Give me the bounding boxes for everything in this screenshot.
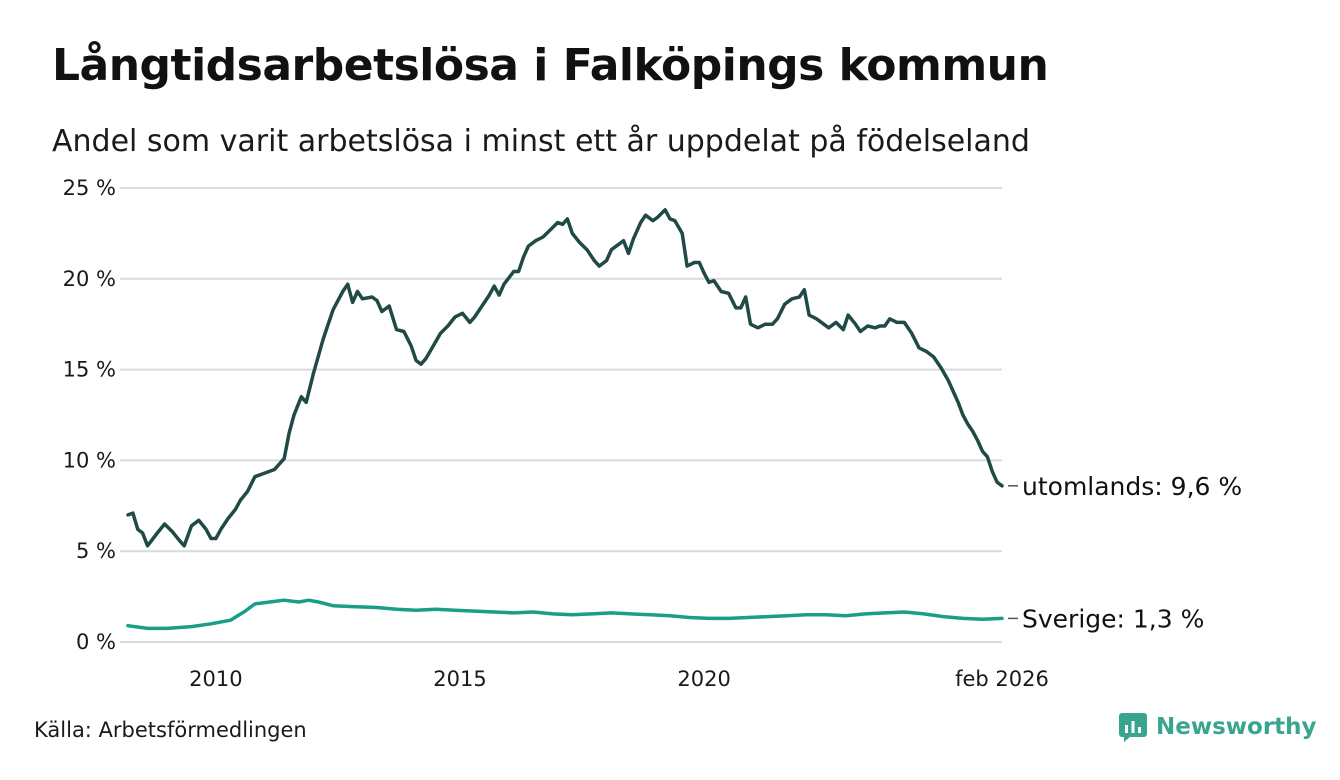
x-tick-label: 2010 <box>189 667 242 691</box>
chart-subtitle: Andel som varit arbetslösa i minst ett å… <box>52 124 1030 159</box>
brand-logo: Newsworthy <box>1118 712 1317 742</box>
y-tick-label: 5 % <box>76 539 116 563</box>
source-note: Källa: Arbetsförmedlingen <box>34 718 307 742</box>
series-end-label-utomlands: utomlands: 9,6 % <box>1022 472 1242 501</box>
series-line-utomlands <box>126 208 1004 548</box>
y-tick-label: 20 % <box>63 267 116 291</box>
chart-title: Långtidsarbetslösa i Falköpings kommun <box>52 40 1049 91</box>
y-tick-label: 15 % <box>63 358 116 382</box>
newsworthy-logo-icon <box>1119 713 1147 742</box>
x-tick-label: 2020 <box>677 667 730 691</box>
series-end-label-sverige: Sverige: 1,3 % <box>1022 604 1204 633</box>
y-tick-label: 10 % <box>63 448 116 472</box>
y-tick-label: 0 % <box>76 630 116 654</box>
x-tick-label: feb 2026 <box>955 667 1049 691</box>
series-line-sverige <box>126 598 1004 631</box>
brand-name: Newsworthy <box>1156 714 1317 740</box>
y-tick-label: 25 % <box>63 176 116 200</box>
x-tick-label: 2015 <box>433 667 486 691</box>
